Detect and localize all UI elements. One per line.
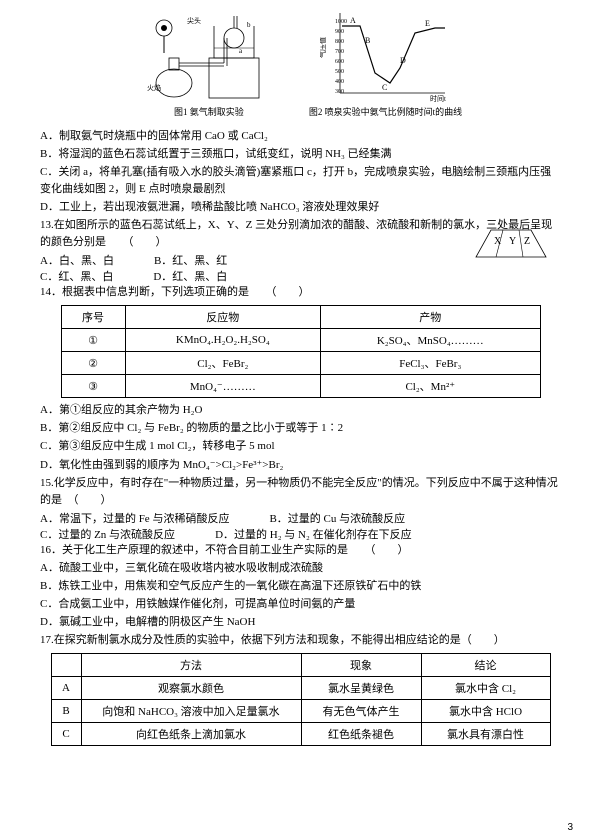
q14-opt-b: B．第②组反应中 Cl₂ 与 FeBr₂ 的物质的量之比小于或等于 1∶2 — [40, 420, 561, 437]
q13-opt-d: D．红、黑、白 — [153, 268, 227, 284]
q15-opt-d: D．过量的 H₂ 与 N₂ 在催化剂存在下反应 — [215, 526, 412, 542]
q14-opt-a: A．第①组反应的其余产物为 H₂O — [40, 402, 561, 419]
t1-r2c2: Cl₂、FeBr₂ — [125, 352, 320, 375]
t1-h2: 反应物 — [125, 306, 320, 329]
svg-text:Y: Y — [509, 236, 516, 247]
svg-text:800: 800 — [335, 39, 344, 45]
q16-opt-b: B．炼铁工业中，用焦炭和空气反应产生的一氧化碳在高温下还原铁矿石中的铁 — [40, 578, 561, 595]
table-17: 方法 现象 结论 A 观察氯水颜色 氯水呈黄绿色 氯水中含 Cl₂ B 向饱和 … — [51, 653, 551, 746]
t2-r3c4: 氯水具有漂白性 — [421, 722, 550, 745]
q16-stem: 16．关于化工生产原理的叙述中，不符合目前工业生产实际的是 （ ） — [40, 542, 561, 559]
svg-text:尖头: 尖头 — [187, 16, 201, 25]
option-b: B．将湿润的蓝色石蕊试纸置于三颈瓶口，试纸变红，说明 NH₃ 已经集满 — [40, 146, 561, 163]
t2-r1c1: A — [51, 676, 81, 699]
svg-text:400: 400 — [335, 79, 344, 85]
svg-text:D: D — [400, 56, 406, 65]
t2-r3c3: 红色纸条褪色 — [301, 722, 421, 745]
t1-r1c1: ① — [61, 329, 125, 352]
option-c: C．关闭 a，将单孔塞(插有吸入水的胶头滴管)塞紧瓶口 c，打开 b，完成喷泉实… — [40, 164, 561, 198]
svg-text:1000: 1000 — [335, 19, 347, 25]
t2-r3c1: C — [51, 722, 81, 745]
svg-text:E: E — [425, 19, 430, 28]
svg-text:时间t: 时间t — [430, 94, 446, 103]
table-14: 序号 反应物 产物 ① KMnO₄.H₂O₂.H₂SO₄ K₂SO₄、MnSO₄… — [61, 305, 541, 398]
svg-text:700: 700 — [335, 49, 344, 55]
svg-text:C: C — [382, 83, 387, 92]
option-a: A．制取氨气时烧瓶中的固体常用 CaO 或 CaCl₂ — [40, 128, 561, 145]
page-number: 3 — [567, 822, 573, 833]
q15-opt-b: B．过量的 Cu 与浓硫酸反应 — [269, 510, 405, 526]
figure-2: 气压值 时间t A B C D E 1000 900 800 700 600 5… — [309, 8, 462, 118]
t2-h3: 现象 — [301, 653, 421, 676]
q16-opt-c: C．合成氨工业中，用铁触媒作催化剂，可提高单位时间氨的产量 — [40, 596, 561, 613]
triangle-diagram: X Y Z — [471, 222, 551, 262]
q13-opt-c: C．红、黑、白 — [40, 268, 113, 284]
t2-r2c1: B — [51, 699, 81, 722]
svg-text:500: 500 — [335, 69, 344, 75]
t1-r1c3: K₂SO₄、MnSO₄……… — [321, 329, 540, 352]
svg-text:Z: Z — [524, 236, 530, 247]
svg-text:300: 300 — [335, 89, 344, 95]
svg-text:900: 900 — [335, 29, 344, 35]
q13-opt-b: B．红、黑、红 — [154, 252, 227, 268]
q14-opt-d: D．氧化性由强到弱的顺序为 MnO₄⁻>Cl₂>Fe³⁺>Br₂ — [40, 457, 561, 474]
apparatus-diagram: 火焰 b a 尖头 — [139, 8, 279, 103]
figure-1: 火焰 b a 尖头 图1 氨气制取实验 — [139, 8, 279, 118]
q15-opt-a: A．常温下，过量的 Fe 与浓稀硝酸反应 — [40, 510, 229, 526]
t2-r2c2: 向饱和 NaHCO₃ 溶液中加入足量氯水 — [81, 699, 301, 722]
figures-row: 火焰 b a 尖头 图1 氨气制取实验 气压值 时间t A B C D E 10… — [40, 8, 561, 118]
svg-text:火焰: 火焰 — [147, 83, 161, 92]
q14-stem: 14．根据表中信息判断，下列选项正确的是 （ ） — [40, 284, 561, 301]
q17-stem: 17.在探究新制氯水成分及性质的实验中，依据下列方法和现象，不能得出相应结论的是… — [40, 632, 561, 649]
svg-text:A: A — [350, 16, 356, 25]
t2-r1c4: 氯水中含 Cl₂ — [421, 676, 550, 699]
q16-opt-a: A．硫酸工业中，三氧化硫在吸收塔内被水吸收制成浓硫酸 — [40, 560, 561, 577]
t1-r2c1: ② — [61, 352, 125, 375]
t1-r3c2: MnO₄⁻……… — [125, 375, 320, 398]
t2-r3c2: 向红色纸条上滴加氯水 — [81, 722, 301, 745]
q16-opt-d: D．氯碱工业中，电解槽的阴极区产生 NaOH — [40, 614, 561, 631]
t1-r3c1: ③ — [61, 375, 125, 398]
q15-stem: 15.化学反应中，有时存在"一种物质过量，另一种物质仍不能完全反应"的情况。下列… — [40, 475, 561, 509]
t2-h2: 方法 — [81, 653, 301, 676]
t2-r1c3: 氯水呈黄绿色 — [301, 676, 421, 699]
option-d: D．工业上，若出现液氨泄漏，喷稀盐酸比喷 NaHCO₃ 溶液处理效果好 — [40, 199, 561, 216]
t1-r1c2: KMnO₄.H₂O₂.H₂SO₄ — [125, 329, 320, 352]
t2-r2c4: 氯水中含 HClO — [421, 699, 550, 722]
t2-h1 — [51, 653, 81, 676]
fig1-caption: 图1 氨气制取实验 — [174, 105, 244, 118]
q13-opt-a: A．白、黑、白 — [40, 252, 114, 268]
svg-text:气压值: 气压值 — [320, 37, 327, 58]
svg-text:X: X — [494, 236, 502, 247]
q14-opt-c: C．第③组反应中生成 1 mol Cl₂，转移电子 5 mol — [40, 438, 561, 455]
svg-text:b: b — [247, 21, 251, 29]
svg-text:600: 600 — [335, 59, 344, 65]
q15-opt-c: C．过量的 Zn 与浓硫酸反应 — [40, 526, 175, 542]
t1-r3c3: Cl₂、Mn²⁺ — [321, 375, 540, 398]
fig2-caption: 图2 喷泉实验中氨气比例随时间t的曲线 — [309, 105, 462, 118]
t1-h1: 序号 — [61, 306, 125, 329]
t2-h4: 结论 — [421, 653, 550, 676]
t2-r2c3: 有无色气体产生 — [301, 699, 421, 722]
t1-r2c3: FeCl₃、FeBr₃ — [321, 352, 540, 375]
svg-text:B: B — [365, 36, 370, 45]
t2-r1c2: 观察氯水颜色 — [81, 676, 301, 699]
t1-h3: 产物 — [321, 306, 540, 329]
graph-diagram: 气压值 时间t A B C D E 1000 900 800 700 600 5… — [320, 8, 450, 103]
